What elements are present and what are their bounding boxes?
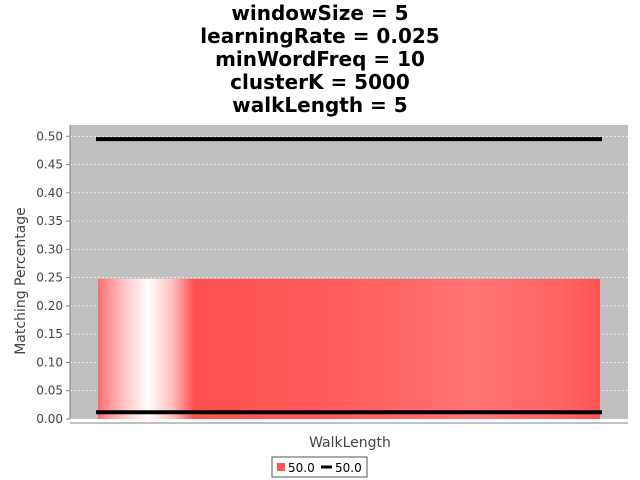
legend-bar-swatch xyxy=(277,463,285,471)
y-tick-label: 0.30 xyxy=(36,242,63,256)
y-tick-label: 0.50 xyxy=(36,129,63,143)
y-tick-label: 0.35 xyxy=(36,214,63,228)
y-tick-label: 0.00 xyxy=(36,412,63,426)
legend-bar-label: 50.0 xyxy=(288,461,315,475)
title-line: learningRate = 0.025 xyxy=(200,24,439,48)
x-axis-label: WalkLength xyxy=(309,435,391,451)
y-axis-ticks: 0.00 0.05 0.10 0.15 0.20 0.25 0.30 0.35 0.40 0.45… xyxy=(36,129,70,426)
chart-title: windowSize = 5 learningRate = 0.025 minW… xyxy=(200,1,439,117)
legend: 50.0 50.0 xyxy=(271,456,368,478)
title-line: clusterK = 5000 xyxy=(230,70,410,94)
legend-line-label: 50.0 xyxy=(335,461,362,475)
line-series xyxy=(96,137,602,415)
y-tick-label: 0.10 xyxy=(36,355,63,369)
title-line: walkLength = 5 xyxy=(232,93,407,117)
y-tick-label: 0.45 xyxy=(36,158,63,172)
y-tick-label: 0.05 xyxy=(36,384,63,398)
y-axis-label: Matching Percentage xyxy=(13,207,29,355)
y-tick-label: 0.40 xyxy=(36,186,63,200)
y-tick-label: 0.25 xyxy=(36,271,63,285)
title-line: minWordFreq = 10 xyxy=(215,47,425,71)
y-tick-label: 0.15 xyxy=(36,327,63,341)
title-line: windowSize = 5 xyxy=(231,1,408,25)
legend-box xyxy=(271,456,368,478)
y-tick-label: 0.20 xyxy=(36,299,63,313)
bar xyxy=(98,278,600,419)
